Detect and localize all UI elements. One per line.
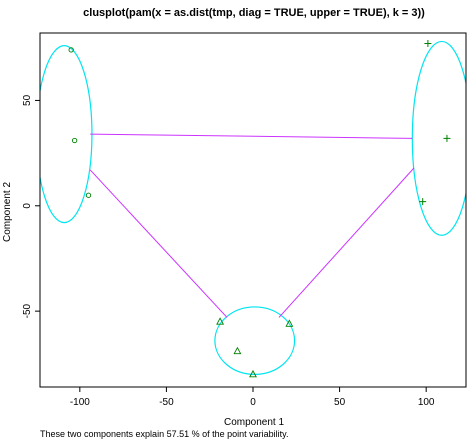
plot-area (34, 40, 474, 378)
cluster-connector (89, 169, 228, 318)
data-point (85, 192, 92, 198)
plot-frame (39, 32, 467, 388)
cluster-connector (278, 167, 415, 318)
y-tick-label: 50 (22, 94, 33, 106)
cluster-connector (90, 133, 413, 139)
x-tick-label: -100 (70, 397, 90, 408)
data-point (68, 47, 74, 53)
data-point (443, 134, 451, 142)
y-tick-label: -50 (22, 303, 33, 318)
variability-footnote: These two components explain 57.51 % of … (40, 429, 288, 439)
x-tick-label: -50 (159, 397, 174, 408)
data-point (249, 369, 257, 378)
x-tick-label: 50 (334, 397, 346, 408)
cluster-ellipse (40, 45, 93, 224)
cluster-ellipse (411, 40, 466, 236)
data-point (71, 137, 78, 144)
data-point (419, 198, 427, 206)
y-axis-label: Component 2 (2, 182, 13, 242)
x-tick-label: 0 (250, 397, 256, 408)
x-tick-label: 100 (418, 397, 435, 408)
data-point (216, 317, 225, 325)
data-point (233, 346, 242, 355)
data-point (424, 40, 432, 48)
y-tick-label: 0 (22, 203, 33, 209)
data-point (469, 166, 474, 173)
data-point (34, 157, 38, 161)
data-point (285, 319, 294, 327)
axes: -100 -50 0 50 100 -50 0 50 (22, 94, 435, 408)
x-axis-label: Component 1 (224, 417, 284, 428)
chart-title: clusplot(pam(x = as.dist(tmp, diag = TRU… (83, 7, 425, 19)
